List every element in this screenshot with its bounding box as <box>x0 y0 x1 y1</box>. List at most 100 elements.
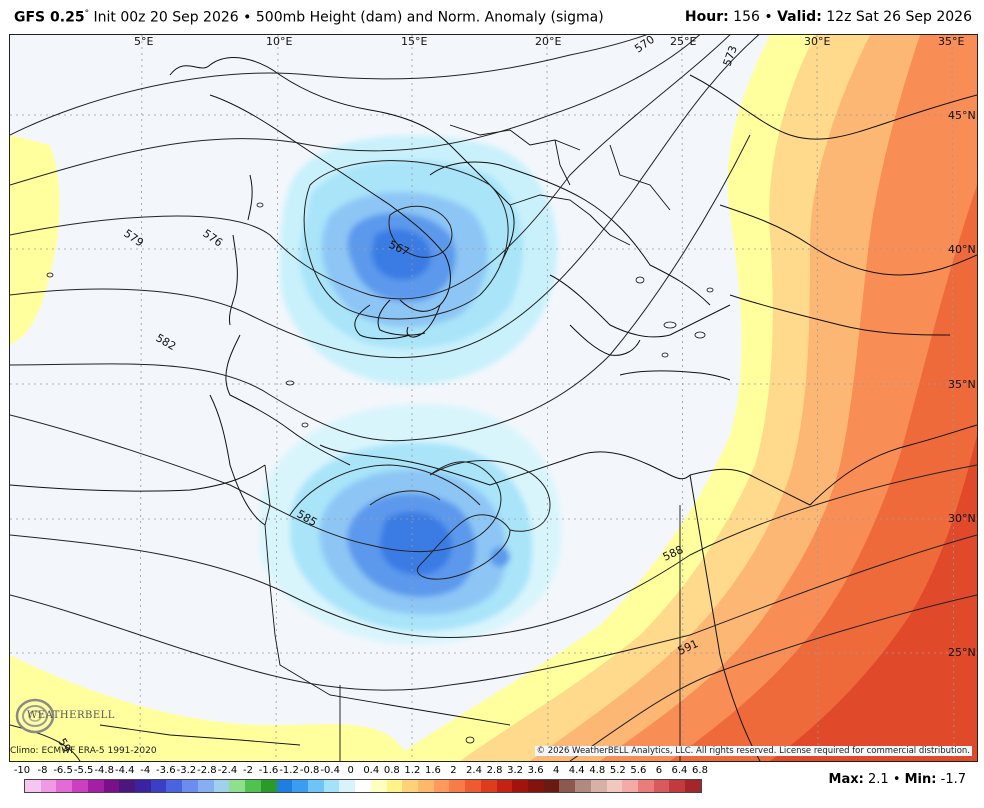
colorbar-label: -2 <box>243 765 253 776</box>
max-value: 2.1 <box>867 772 889 787</box>
colorbar-label: -1.2 <box>279 765 299 776</box>
colorbar-labels: -10 -8 -6.5 -5.5 -4.8 -4.4 -4 -3.6 -3.2 -2.8 -2.4-… <box>14 765 714 779</box>
colorbar-label: -5.5 <box>73 765 94 776</box>
colorbar-label: -4 <box>140 765 151 776</box>
colorbar-label: -4.4 <box>114 765 135 776</box>
lat-label: 35°N <box>948 378 976 391</box>
colorbar-label: 1.6 <box>424 765 441 776</box>
coastlines <box>10 57 977 761</box>
colorbar-label: -4.8 <box>94 765 114 776</box>
hour-value: 156 <box>733 9 760 25</box>
colorbar-swatch <box>166 780 183 792</box>
valid-bullet: • <box>764 9 773 25</box>
max-label: Max: <box>828 772 864 787</box>
colorbar-swatch <box>307 780 324 792</box>
title-bullet: • <box>243 9 252 26</box>
colorbar-swatch <box>590 780 607 792</box>
colorbar-swatch <box>260 780 277 792</box>
colorbar-swatch <box>150 780 167 792</box>
colorbar-label: -2.8 <box>197 765 217 776</box>
product-name: 500mb Height (dam) and Norm. Anomaly (si… <box>255 9 604 26</box>
colorbar-label: 0.4 <box>363 765 380 776</box>
hour-label: Hour: <box>684 9 729 25</box>
colorbar-label: -0.8 <box>299 765 320 776</box>
lon-label: 20°E <box>535 35 562 48</box>
colorbar-label: -1.6 <box>258 765 279 776</box>
colorbar-label: 4 <box>552 765 560 776</box>
model-degree: ° <box>84 9 90 19</box>
colorbar-label: 5.6 <box>630 765 647 776</box>
colorbar-label: -8 <box>37 765 48 776</box>
colorbar-swatch <box>339 780 356 792</box>
weatherbell-logo: WEATHERBELL <box>13 694 114 740</box>
colorbar-label: -6.5 <box>53 765 73 776</box>
climo-note: Climo: ECMWF ERA-5 1991-2020 <box>10 746 157 756</box>
colorbar-swatch <box>56 780 73 792</box>
lon-label: 15°E <box>401 35 428 48</box>
colorbar-label: 6 <box>655 765 663 776</box>
colorbar-swatch <box>292 780 308 792</box>
min-value: -1.7 <box>940 772 966 787</box>
max-min-bullet: • <box>892 772 901 787</box>
colorbar-label: 2 <box>450 765 457 776</box>
colorbar-swatch <box>433 780 450 792</box>
lon-label: 5°E <box>134 35 154 48</box>
lon-label: 35°E <box>938 35 965 48</box>
colorbar-label: 6.8 <box>692 765 708 776</box>
lon-label: 25°E <box>670 35 697 48</box>
weather-map[interactable]: 570 573 576 579 567 582 585 588 591 59 5… <box>9 34 978 762</box>
colorbar-swatch <box>543 780 560 792</box>
colorbar-swatch <box>245 780 261 792</box>
header: GFS 0.25° Init 00z 20 Sep 2026 • 500mb H… <box>0 0 984 34</box>
lat-label: 40°N <box>948 243 976 256</box>
colorbar-swatch <box>182 780 198 792</box>
colorbar-label: -0.4 <box>320 765 340 776</box>
lat-label: 25°N <box>948 646 976 659</box>
colorbar-label: 3.6 <box>527 765 544 776</box>
colorbar-label: 2.4 <box>466 765 482 776</box>
colorbar-label: -3.2 <box>176 765 197 776</box>
colorbar-swatch <box>496 780 513 792</box>
colorbar-swatch <box>370 780 387 792</box>
valid-label: Valid: <box>777 9 822 25</box>
map-graphic: 570 573 576 579 567 582 585 588 591 59 <box>10 35 977 761</box>
colorbar-label: 5.2 <box>609 765 626 776</box>
lon-label: 10°E <box>266 35 293 48</box>
valid-time-info: Hour: 156 • Valid: 12z Sat 26 Sep 2026 <box>685 9 972 25</box>
logo-text: WEATHERBELL <box>27 710 115 721</box>
colorbar-swatch <box>135 780 151 792</box>
height-contours <box>10 35 977 761</box>
valid-value: 12z Sat 26 Sep 2026 <box>826 9 972 25</box>
colorbar-swatch <box>197 780 214 792</box>
copyright-notice: © 2026 WeatherBELL Analytics, LLC. All r… <box>534 746 972 756</box>
colorbar-swatch <box>559 780 576 792</box>
colorbar-swatch <box>72 780 88 792</box>
colorbar-swatch <box>669 780 686 792</box>
colorbar-swatch <box>40 780 57 792</box>
lakes-islands <box>46 202 714 744</box>
colorbar-swatch <box>606 780 623 792</box>
colorbar-swatch <box>575 780 591 792</box>
colorbar-swatch <box>402 780 418 792</box>
colorbar-swatch <box>386 780 403 792</box>
positive-anomaly-fill <box>10 35 977 761</box>
colorbar-swatch <box>355 780 371 792</box>
colorbar-swatch <box>638 780 654 792</box>
model-name: GFS 0.25 <box>14 9 85 26</box>
colorbar-swatch <box>276 780 293 792</box>
borders <box>99 124 681 761</box>
colorbar-swatch <box>213 780 230 792</box>
colorbar-swatch <box>512 780 528 792</box>
colorbar-label: -3.6 <box>156 765 176 776</box>
lon-label: 30°E <box>804 35 831 48</box>
contour-label: 59 <box>55 736 73 755</box>
logo-swirl-icon <box>15 698 55 734</box>
init-time: Init 00z 20 Sep 2026 <box>93 9 239 26</box>
colorbar-swatch <box>465 780 481 792</box>
colorbar-label: 4.8 <box>589 765 606 776</box>
colorbar-swatch <box>119 780 136 792</box>
colorbar-swatch <box>229 780 246 792</box>
max-min-readout: Max: 2.1 • Min: -1.7 <box>829 772 966 787</box>
colorbar-label: 0.8 <box>383 765 400 776</box>
colorbar-swatch <box>449 780 466 792</box>
